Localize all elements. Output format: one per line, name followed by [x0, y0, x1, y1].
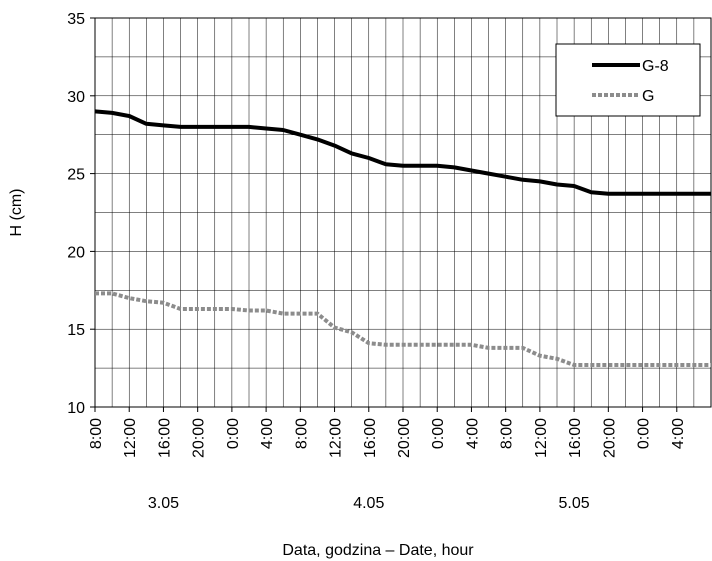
y-axis: 10 15 20 25 30 35: [67, 11, 95, 417]
x-tick-label: 4:00: [259, 418, 276, 449]
x-tick-label: 8:00: [293, 418, 310, 449]
x-tick-label: 12:00: [328, 418, 345, 458]
series-line: [94, 109, 711, 196]
y-axis-label: H (cm): [8, 189, 25, 237]
y-tick-label: 30: [67, 89, 85, 106]
date-labels: 3.05 4.05 5.05: [148, 495, 590, 512]
legend: G-8 G: [555, 43, 701, 117]
x-tick-label: 0:00: [430, 418, 447, 449]
y-tick-label: 10: [67, 400, 85, 417]
x-axis-label: Data, godzina – Date, hour: [282, 542, 474, 559]
x-tick-label: 0:00: [636, 418, 653, 449]
x-tick-label: 4:00: [464, 418, 481, 449]
date-label: 3.05: [148, 495, 179, 512]
y-tick-label: 20: [67, 244, 85, 261]
x-tick-label: 4:00: [670, 418, 687, 449]
series-lines: [94, 109, 711, 367]
x-axis: 8:00 12:00 16:00 20:00 0:00 4:00 8:00 12:00 16:0…: [88, 407, 687, 458]
x-tick-label: 20:00: [396, 418, 413, 458]
x-tick-label: 8:00: [499, 418, 516, 449]
y-tick-label: 15: [67, 322, 85, 339]
x-tick-label: 12:00: [533, 418, 550, 458]
x-tick-label: 16:00: [567, 418, 584, 458]
x-tick-label: 16:00: [362, 418, 379, 458]
legend-label: G: [642, 88, 654, 105]
x-tick-label: 20:00: [191, 418, 208, 458]
x-tick-label: 12:00: [122, 418, 139, 458]
legend-box: [555, 43, 701, 117]
x-tick-label: 8:00: [88, 418, 105, 449]
date-label: 5.05: [559, 495, 590, 512]
x-tick-label: 16:00: [156, 418, 173, 458]
series-line: [95, 291, 711, 367]
y-tick-label: 35: [67, 11, 85, 28]
date-label: 4.05: [353, 495, 384, 512]
y-tick-label: 25: [67, 167, 85, 184]
legend-label: G-8: [642, 58, 669, 75]
x-tick-label: 20:00: [601, 418, 618, 458]
x-tick-label: 0:00: [225, 418, 242, 449]
